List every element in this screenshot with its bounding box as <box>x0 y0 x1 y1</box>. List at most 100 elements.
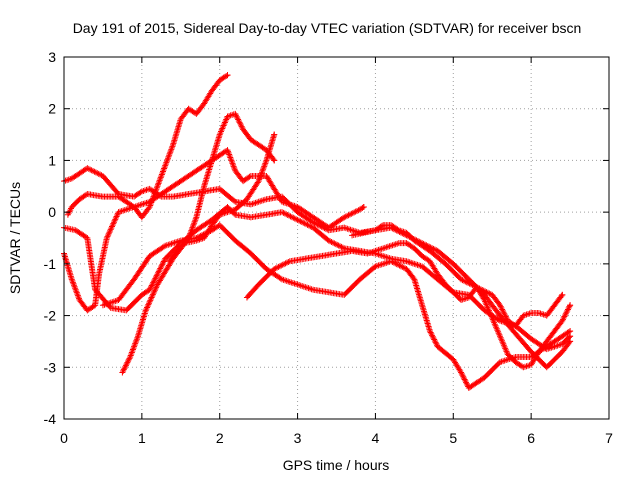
data-marker <box>286 278 293 285</box>
data-marker <box>140 200 147 207</box>
data-marker <box>200 231 207 238</box>
data-marker <box>258 197 265 204</box>
data-marker <box>190 221 197 228</box>
data-point <box>127 353 134 360</box>
data-marker <box>563 309 570 316</box>
data-marker <box>160 259 167 266</box>
data-marker <box>132 339 139 346</box>
data-marker <box>260 197 267 204</box>
data-marker <box>499 307 506 314</box>
data-marker <box>105 232 112 239</box>
data-point <box>473 284 480 291</box>
x-tick-label: 7 <box>605 430 613 446</box>
data-marker <box>261 161 268 168</box>
data-marker <box>129 346 136 353</box>
x-tick-label: 6 <box>527 430 535 446</box>
data-marker <box>337 243 344 250</box>
data-marker <box>138 201 145 208</box>
data-marker <box>157 175 164 182</box>
data-marker <box>380 260 387 267</box>
data-marker <box>227 154 234 161</box>
data-marker <box>259 167 266 174</box>
data-marker <box>289 279 296 286</box>
data-marker <box>235 117 242 124</box>
data-marker <box>237 122 244 129</box>
data-marker <box>396 262 403 269</box>
data-marker <box>143 305 150 312</box>
data-point <box>146 286 153 293</box>
data-marker <box>523 363 530 370</box>
data-marker <box>562 310 569 317</box>
data-marker <box>134 334 141 341</box>
data-point <box>193 235 200 241</box>
data-point <box>567 338 574 345</box>
data-marker <box>308 286 315 293</box>
data-marker <box>229 160 236 167</box>
data-marker <box>121 365 128 372</box>
data-marker <box>297 282 304 289</box>
data-marker <box>197 232 204 239</box>
data-layer <box>61 72 574 391</box>
data-marker <box>135 202 142 209</box>
data-marker <box>460 277 467 284</box>
data-marker <box>560 314 567 321</box>
data-marker <box>388 242 394 249</box>
data-marker <box>566 303 573 310</box>
data-marker <box>295 217 302 224</box>
data-marker <box>186 233 193 240</box>
data-marker <box>147 202 154 209</box>
data-marker <box>377 261 384 268</box>
data-marker <box>233 113 240 120</box>
data-point <box>255 178 262 185</box>
data-marker <box>155 268 162 275</box>
data-marker <box>106 229 113 236</box>
data-marker <box>203 230 210 237</box>
data-marker <box>157 264 164 271</box>
data-point <box>559 317 566 324</box>
data-marker <box>69 277 76 284</box>
data-marker <box>283 277 290 284</box>
data-marker <box>154 271 161 278</box>
data-marker <box>411 260 418 267</box>
data-marker <box>378 261 385 268</box>
data-marker <box>526 310 533 317</box>
data-point <box>388 258 394 265</box>
data-marker <box>71 283 78 290</box>
data-marker <box>431 336 438 343</box>
data-marker <box>461 376 468 383</box>
data-marker <box>148 294 155 301</box>
data-marker <box>170 240 176 247</box>
data-marker <box>88 167 95 174</box>
data-marker <box>252 199 259 206</box>
data-marker <box>477 286 484 293</box>
data-marker <box>225 148 232 155</box>
data-marker <box>128 350 135 357</box>
data-marker <box>466 280 473 287</box>
data-marker <box>299 283 306 290</box>
data-marker <box>467 281 474 288</box>
y-tick-label: -1 <box>44 256 57 272</box>
data-marker <box>162 161 169 168</box>
y-tick-label: -4 <box>44 411 57 427</box>
data-marker <box>349 210 356 217</box>
data-marker <box>144 303 151 310</box>
data-marker <box>279 261 286 268</box>
data-marker <box>234 115 241 122</box>
data-marker <box>283 211 290 218</box>
data-marker <box>305 285 312 292</box>
data-marker <box>480 287 487 294</box>
data-point <box>497 302 503 309</box>
data-marker <box>276 263 283 270</box>
data-marker <box>499 306 506 313</box>
data-marker <box>433 340 440 347</box>
data-marker <box>386 243 393 250</box>
data-marker <box>303 221 310 228</box>
data-marker <box>302 284 309 291</box>
data-marker <box>378 222 385 229</box>
data-marker <box>131 343 138 350</box>
data-marker <box>342 225 349 232</box>
data-marker <box>283 259 290 266</box>
data-marker <box>188 226 195 233</box>
data-marker <box>261 196 268 203</box>
